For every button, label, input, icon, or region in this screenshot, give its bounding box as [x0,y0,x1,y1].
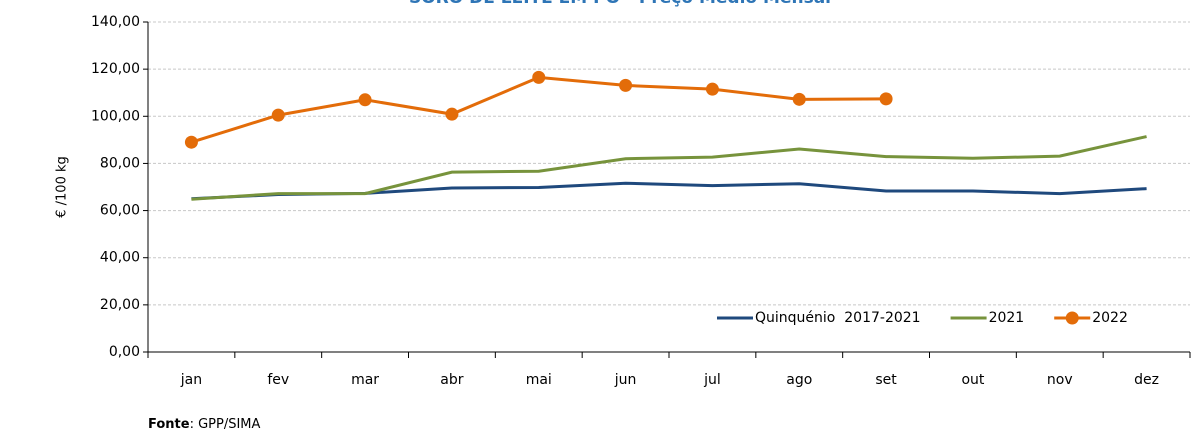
point [532,70,546,84]
x-tick-label: dez [1134,372,1159,388]
source-label: Fonte [148,417,190,432]
y-tick-label: 60,00 [100,203,140,219]
series-line [191,181,1147,201]
x-tick-label: mar [351,372,379,388]
chart-title: SORO DE LEITE EM PÓ - Preço Médio Mensal [409,0,831,8]
legend-marker [1065,311,1079,325]
x-tick-label: set [875,372,897,388]
y-tick-label: 100,00 [91,108,140,124]
source: Fonte: GPP/SIMA [148,417,261,432]
point [445,107,459,121]
point [705,82,719,96]
legend-label: Quinquénio 2017-2021 [755,310,921,326]
source-text: : GPP/SIMA [190,417,261,432]
x-tick-label: out [961,372,984,388]
point [792,92,806,106]
x-tick-label: abr [440,372,463,388]
y-tick-label: 140,00 [91,14,140,30]
point [184,135,198,149]
legend-label: 2021 [989,310,1025,326]
y-tick-label: 0,00 [109,344,140,360]
point [879,92,893,106]
y-tick-label: 120,00 [91,61,140,77]
x-tick-label: mai [526,372,552,388]
series-line [191,135,1147,201]
y-axis-label: € /100 kg [55,156,70,218]
y-tick-label: 20,00 [100,297,140,313]
point [358,93,372,107]
legend-label: 2022 [1092,310,1128,326]
point [271,108,285,122]
x-tick-label: nov [1047,372,1073,388]
y-tick-label: 80,00 [100,155,140,171]
y-tick-label: 40,00 [100,250,140,266]
series-line [190,75,887,144]
x-tick-label: ago [786,372,812,388]
point [619,78,633,92]
x-tick-label: jan [180,372,202,388]
x-tick-label: jul [703,372,721,388]
x-tick-label: jun [614,372,637,388]
x-tick-label: fev [267,372,289,388]
